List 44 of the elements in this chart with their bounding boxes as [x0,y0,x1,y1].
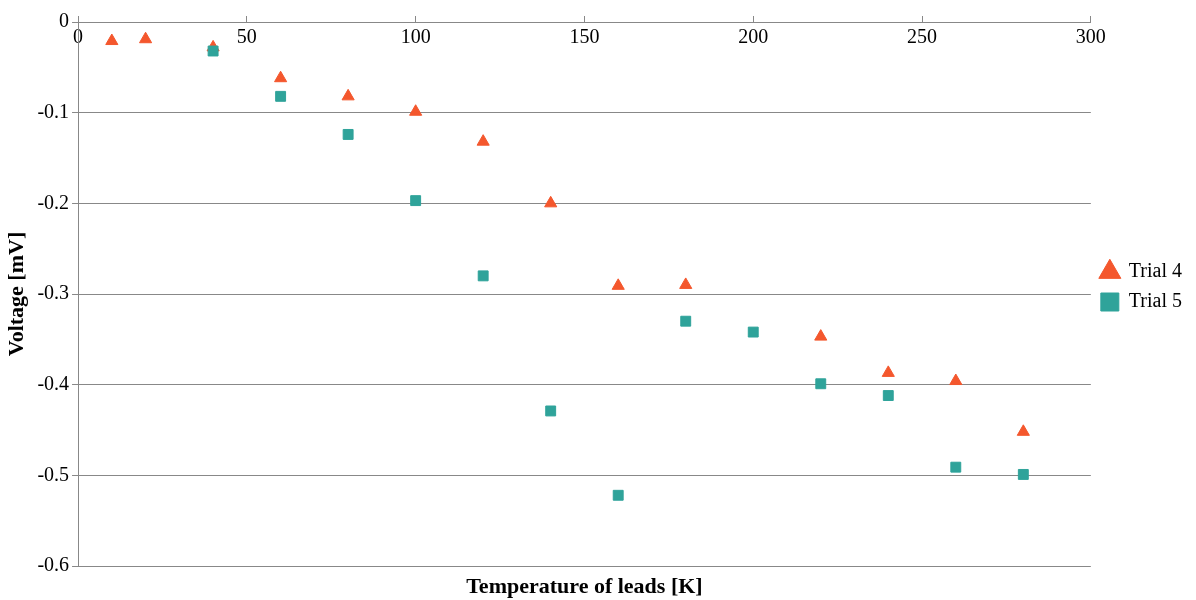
point [342,128,354,140]
y-tick-label: -0.3 [37,281,70,304]
point [275,90,287,102]
legend-label: Trial 5 [1128,289,1183,312]
point [207,45,219,57]
point [815,378,827,390]
y-tick-label: -0.1 [37,99,70,122]
point [950,461,962,473]
point [611,278,625,290]
point [410,195,422,207]
y-tick-label: 0 [59,9,70,32]
point [544,195,558,208]
point [545,405,557,417]
point [477,270,489,282]
point [274,70,288,83]
point [341,88,355,101]
x-tick-label: 0 [73,25,84,48]
y-axis-title: Voltage [mV] [2,231,28,357]
point [949,373,963,386]
point [476,134,490,146]
point [1016,424,1030,436]
x-tick-label: 150 [569,25,600,48]
point [814,329,828,341]
point [882,390,894,401]
y-tick-label: -0.5 [37,462,70,485]
x-tick-label: 300 [1075,25,1106,48]
x-tick-label: 200 [738,25,769,48]
point [612,489,624,501]
point [747,326,759,338]
point [1017,468,1029,480]
point [680,315,692,327]
point [409,104,423,116]
point [881,365,895,377]
x-axis-title: Temperature of leads [K] [466,572,703,598]
y-tick-label: -0.6 [37,553,70,576]
y-tick-label: -0.4 [37,371,70,394]
x-tick-label: 100 [400,25,431,48]
point [105,33,119,46]
x-tick-label: 50 [236,25,257,48]
x-tick-label: 250 [907,25,938,48]
point [139,31,153,44]
legend-label: Trial 4 [1128,259,1183,282]
point [679,277,693,289]
y-tick-label: -0.2 [37,190,70,213]
